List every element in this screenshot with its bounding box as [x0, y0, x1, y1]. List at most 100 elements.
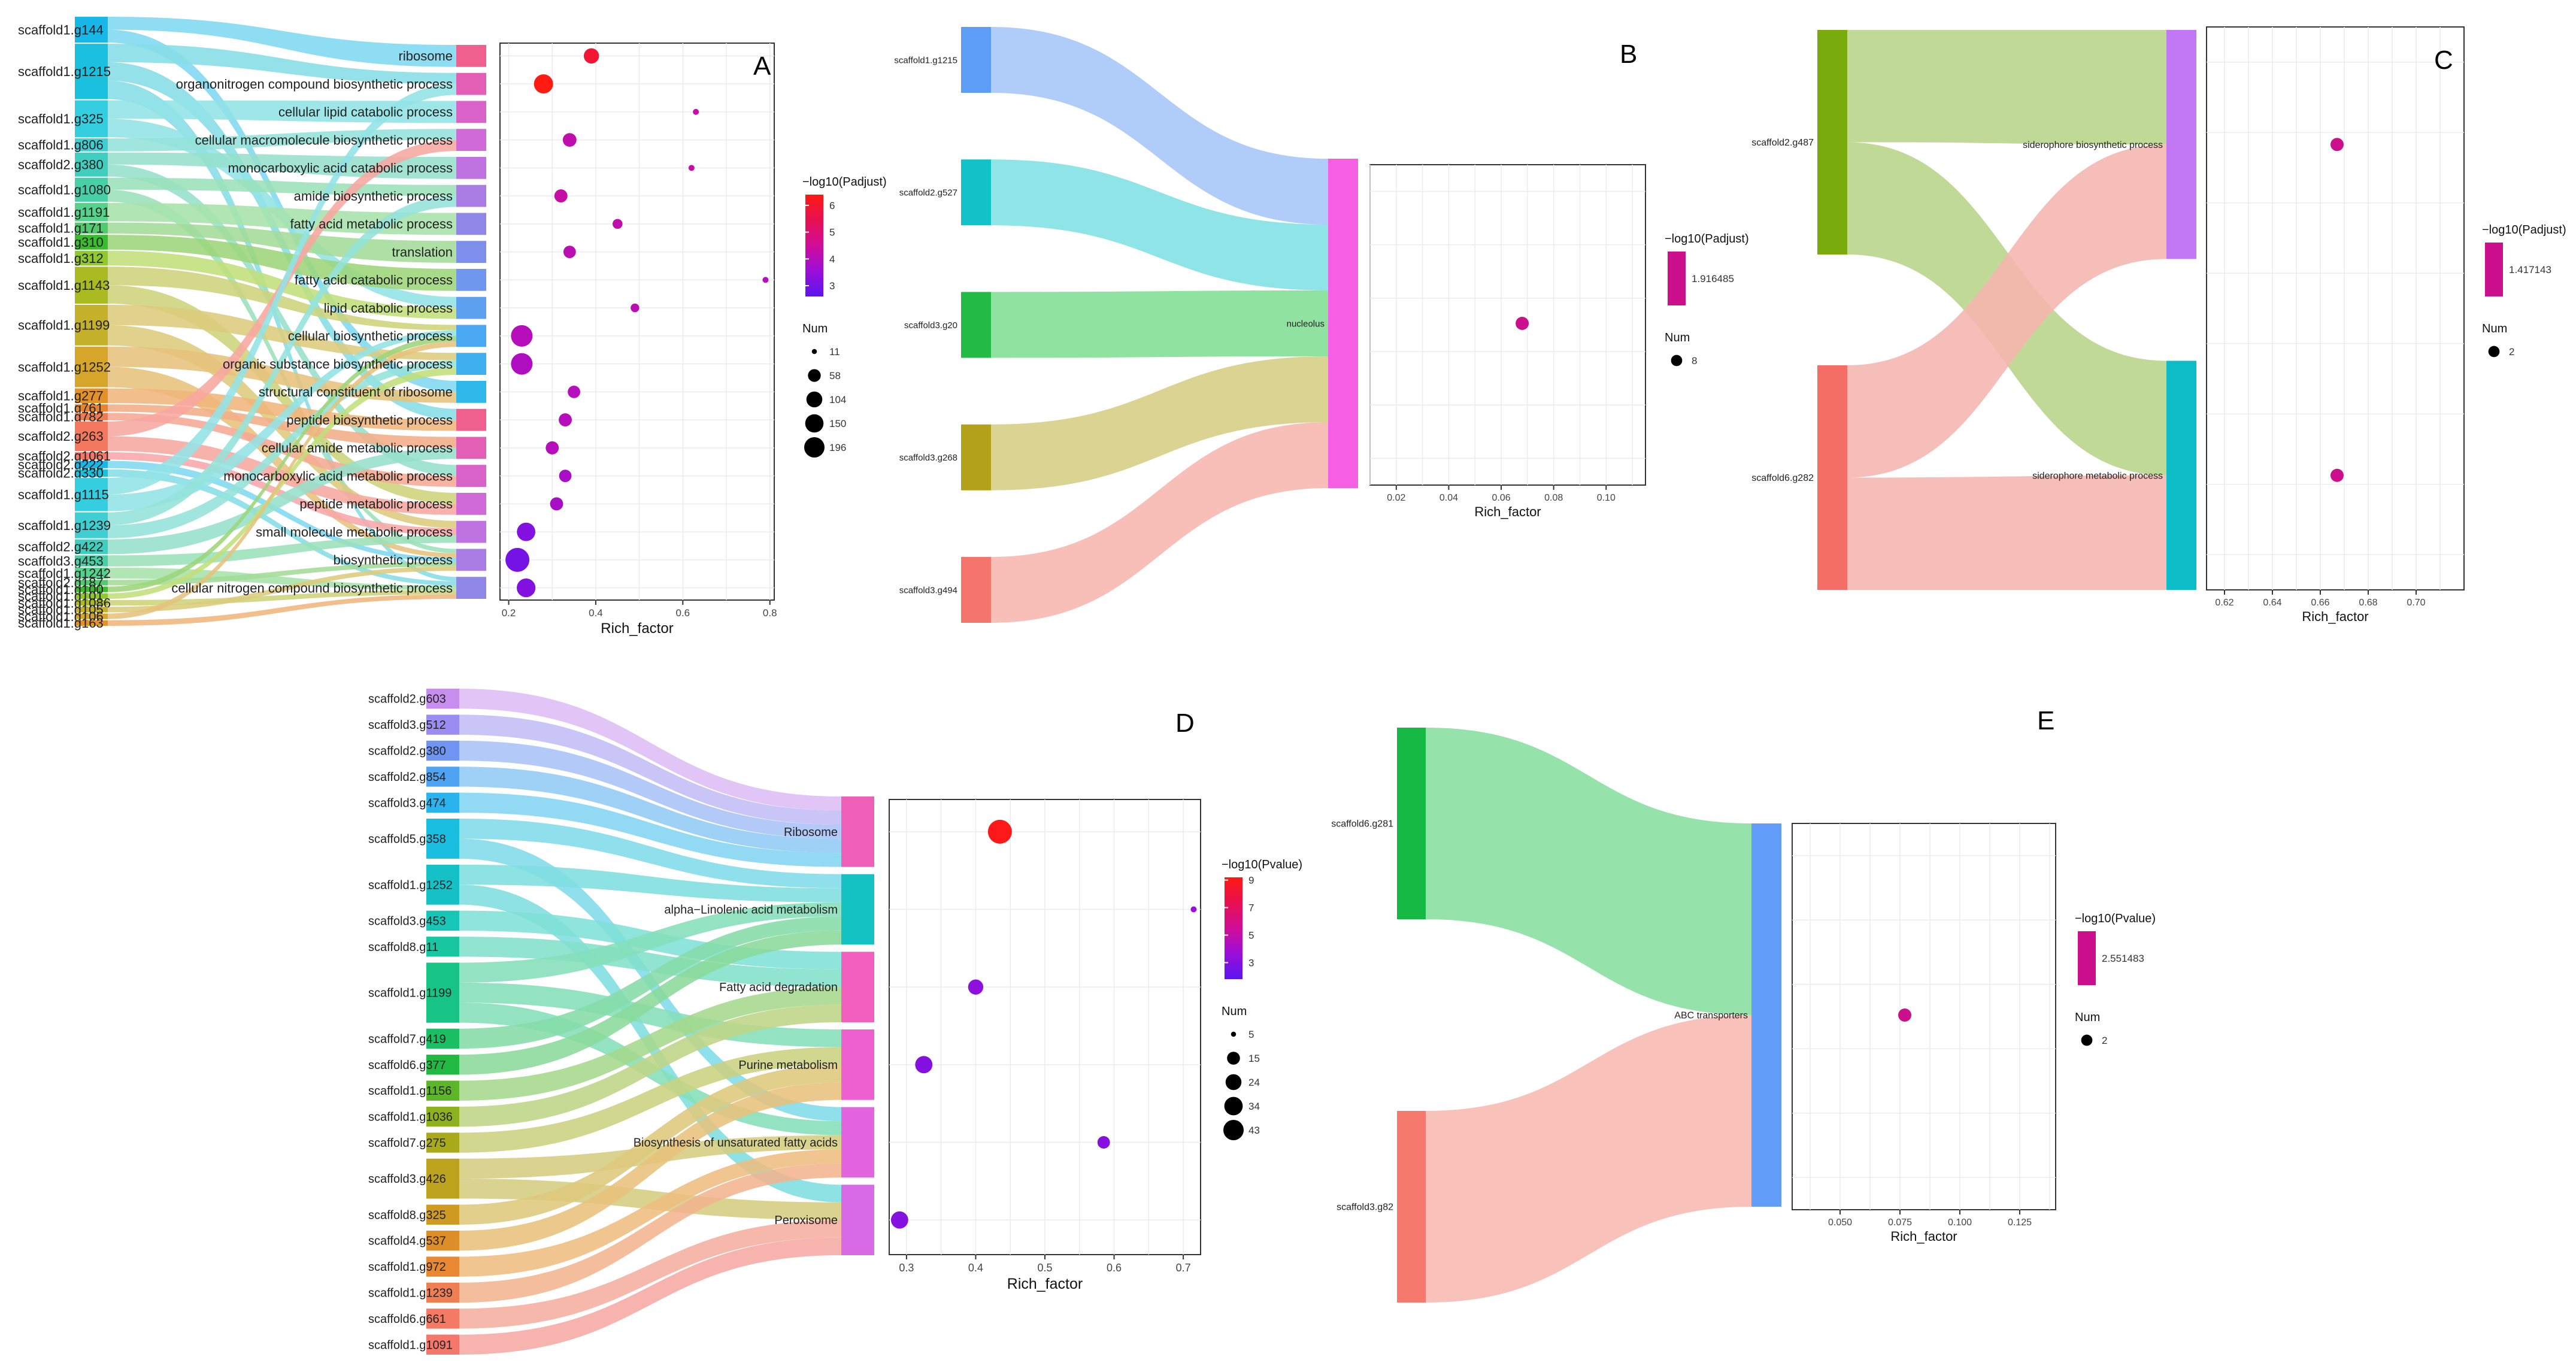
x-tick-label: 0.125 [2008, 1217, 2032, 1228]
sankey-link [459, 1082, 841, 1251]
panel-c: scaffold2.g487 scaffold6.g282 siderophore … [1751, 26, 2566, 624]
color-tick-label: 4 [829, 253, 835, 265]
x-tick-label: 0.68 [2359, 598, 2377, 608]
gene-label: scaffold2.g854 [368, 771, 446, 784]
sankey-link [991, 356, 1328, 490]
x-tick-label: 0.050 [1828, 1217, 1852, 1228]
color-legend-title: −log10(Padjust) [2482, 223, 2566, 237]
x-tick-label: 0.7 [1176, 1262, 1191, 1274]
x-tick-label: 0.075 [1888, 1217, 1912, 1228]
size-legend-label: 2 [2102, 1035, 2107, 1046]
data-point [1898, 1008, 1911, 1022]
sankey-link [459, 740, 841, 839]
gene-node [426, 962, 459, 1023]
gene-label: scaffold1.g1252 [368, 879, 453, 892]
term-label: small molecule metabolic process [256, 525, 453, 540]
data-point [612, 219, 623, 229]
gene-node [75, 620, 108, 626]
sankey-link [108, 100, 456, 123]
term-label: alpha−Linolenic acid metabolism [664, 904, 838, 917]
gene-node [75, 222, 108, 234]
gene-label: scaffold1.g1215 [18, 64, 111, 79]
gene-node [75, 152, 108, 177]
sankey-link [108, 590, 456, 606]
color-legend-title: −log10(Padjust) [802, 175, 887, 189]
color-tick-label: 3 [829, 280, 835, 292]
data-point [562, 133, 577, 147]
data-point [534, 74, 553, 94]
term-label: cellular nitrogen compound biosynthetic … [171, 580, 453, 595]
gene-node [75, 235, 108, 250]
term-node [456, 101, 486, 123]
gene-label: scaffold3.g82 [1337, 1203, 1393, 1213]
term-label: biosynthetic process [334, 553, 453, 568]
x-tick-label: 0.04 [1439, 493, 1458, 503]
term-label: organic substance biosynthetic process [223, 356, 453, 371]
data-point [987, 819, 1012, 844]
gene-node [75, 305, 108, 346]
data-point [583, 48, 599, 64]
gene-node [426, 1230, 459, 1251]
sankey-link [108, 177, 456, 196]
gene-label: scaffold1.g1239 [18, 518, 111, 533]
x-tick-label: 0.4 [968, 1262, 983, 1274]
data-point [631, 303, 640, 313]
color-tick-label: 7 [1248, 902, 1254, 914]
plot-frame [1792, 823, 2056, 1210]
term-label: monocarboxylic acid metabolic process [223, 468, 453, 483]
gene-label: scaffold3.g20 [904, 320, 957, 331]
sankey-link [108, 562, 456, 586]
gene-node [426, 714, 459, 735]
sankey-link [1426, 1015, 1751, 1303]
term-node [456, 72, 486, 95]
size-legend-label: 15 [1248, 1053, 1260, 1064]
size-legend-dot [805, 414, 824, 433]
term-label: peptide metabolic process [299, 496, 453, 511]
data-point [517, 522, 536, 541]
term-node [456, 269, 486, 291]
gene-node [426, 1256, 459, 1277]
gene-node [75, 138, 108, 152]
gene-label: scaffold3.g426 [368, 1173, 446, 1186]
gene-node [75, 478, 108, 511]
gene-node [426, 1080, 459, 1101]
data-point [554, 189, 568, 203]
x-axis-title: Rich_factor [601, 620, 673, 637]
term-label: fatty acid metabolic process [290, 217, 453, 232]
dotplot: 0.62 0.64 0.66 0.68 0.70 Rich_factor [2206, 26, 2465, 624]
plot-frame [1369, 164, 1646, 486]
sankey-link [459, 767, 841, 853]
x-tick-label: 0.06 [1492, 493, 1510, 503]
term-label: ribosome [399, 49, 453, 63]
term-node [456, 493, 486, 515]
color-tick-label: 9 [1248, 875, 1254, 886]
term-node [456, 577, 486, 599]
size-legend-label: 2 [2509, 346, 2514, 358]
gene-label: scaffold1.g1080 [18, 182, 111, 197]
term-node [456, 381, 486, 403]
x-tick-label: 0.6 [676, 607, 690, 619]
gene-label: scaffold5.g358 [368, 832, 446, 846]
gene-node [75, 512, 108, 538]
gene-label: scaffold1.g1143 [18, 278, 110, 293]
data-point [559, 470, 572, 483]
size-legend-dot [1224, 1097, 1243, 1116]
term-node [841, 1029, 874, 1100]
term-label: Fatty acid degradation [719, 981, 838, 994]
gene-node [426, 740, 459, 761]
sankey-link [459, 1004, 841, 1127]
gene-node [961, 424, 991, 490]
gene-node [75, 17, 108, 43]
gridlines [889, 799, 1201, 1255]
sankey-link [459, 930, 841, 1075]
gene-node [426, 819, 459, 859]
gene-label: scaffold1.g1215 [894, 55, 957, 65]
gene-node [1817, 365, 1847, 590]
x-tick-label: 0.02 [1387, 493, 1405, 503]
term-node [841, 952, 874, 1022]
plot-frame [2206, 26, 2465, 590]
sankey-link [991, 159, 1328, 290]
term-label: organonitrogen compound biosynthetic pro… [176, 77, 453, 92]
gene-node [1817, 30, 1847, 255]
gene-node [961, 159, 991, 226]
